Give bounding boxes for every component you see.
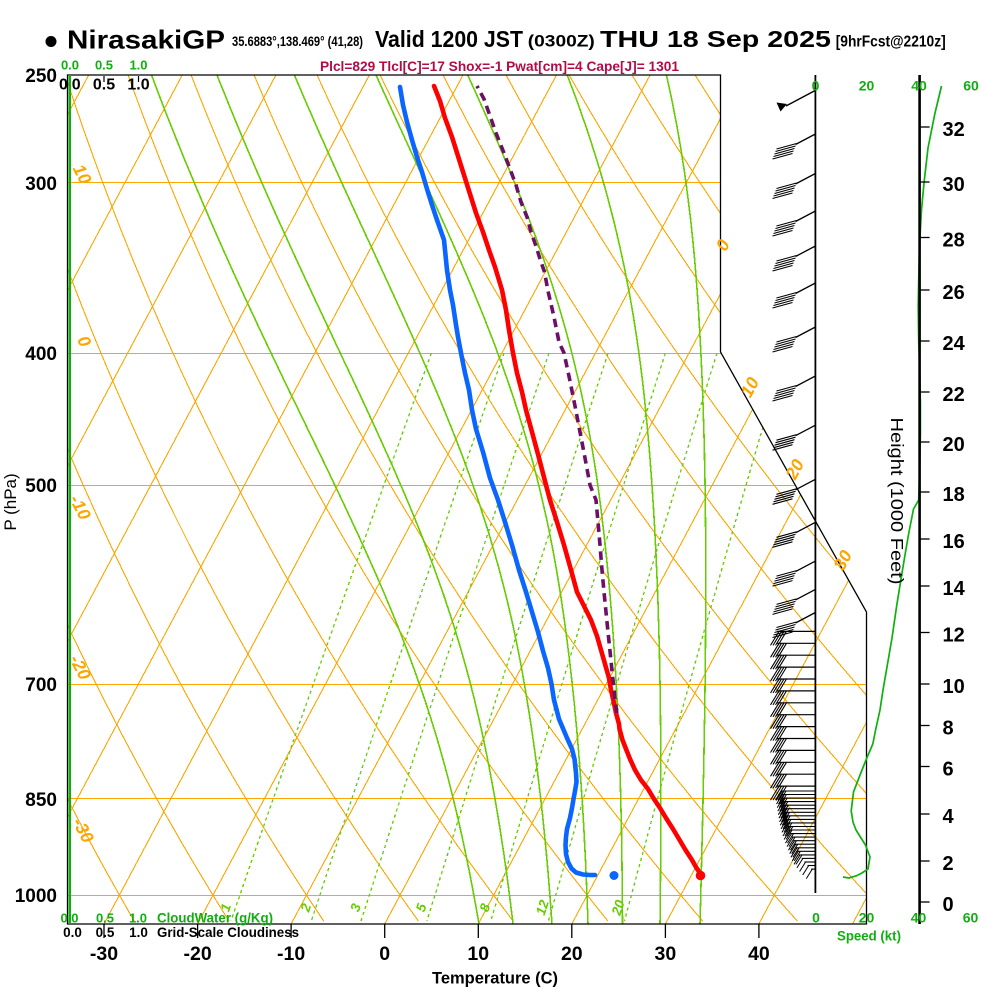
svg-text:60: 60	[963, 910, 979, 926]
svg-text:28: 28	[943, 230, 965, 252]
svg-text:400: 400	[25, 344, 57, 365]
svg-text:0.0: 0.0	[63, 925, 82, 940]
svg-text:24: 24	[943, 333, 966, 355]
svg-text:1.0: 1.0	[129, 58, 147, 73]
svg-text:20: 20	[943, 434, 965, 456]
svg-text:CloudWater (g/Kg): CloudWater (g/Kg)	[157, 911, 273, 926]
svg-text:(0300Z): (0300Z)	[528, 33, 595, 51]
svg-text:0.5: 0.5	[96, 911, 114, 926]
svg-text:4: 4	[943, 806, 955, 828]
svg-text:0.0: 0.0	[61, 58, 79, 73]
svg-text:Height (1000 Feet): Height (1000 Feet)	[887, 418, 907, 585]
svg-text:0: 0	[72, 77, 81, 94]
svg-text:20: 20	[859, 910, 875, 926]
svg-text:0: 0	[59, 77, 68, 94]
svg-text:60: 60	[963, 78, 979, 94]
svg-text:P (hPa): P (hPa)	[1, 473, 20, 530]
svg-text:0.5: 0.5	[96, 925, 115, 940]
svg-text:8: 8	[943, 718, 954, 740]
svg-text:0: 0	[812, 910, 820, 926]
svg-text:0: 0	[379, 943, 390, 965]
svg-text:18: 18	[943, 484, 965, 506]
svg-text:250: 250	[25, 66, 57, 87]
svg-text:1.0: 1.0	[129, 925, 148, 940]
svg-text:-30: -30	[90, 943, 118, 965]
svg-text:0.0: 0.0	[60, 911, 78, 926]
svg-text:Temperature (C): Temperature (C)	[432, 970, 558, 988]
svg-text:2: 2	[943, 853, 954, 875]
svg-text:THU 18 Sep 2025: THU 18 Sep 2025	[600, 26, 831, 52]
svg-text:40: 40	[911, 78, 927, 94]
svg-text:1.0: 1.0	[127, 77, 149, 94]
svg-text:Plcl=829 Tlcl[C]=17 Shox=-1 Pw: Plcl=829 Tlcl[C]=17 Shox=-1 Pwat[cm]=4 C…	[320, 58, 679, 74]
svg-text:300: 300	[25, 174, 57, 195]
svg-text:22: 22	[943, 384, 965, 406]
svg-text:Speed (kt): Speed (kt)	[837, 928, 901, 944]
svg-text:700: 700	[25, 675, 57, 696]
svg-text:Grid-Scale Cloudiness: Grid-Scale Cloudiness	[157, 925, 299, 940]
svg-text:35.6883°,138.469° (41,28): 35.6883°,138.469° (41,28)	[232, 33, 363, 49]
svg-text:500: 500	[25, 476, 57, 497]
svg-text:14: 14	[943, 578, 966, 600]
svg-text:-10: -10	[277, 943, 305, 965]
svg-text:10: 10	[467, 943, 489, 965]
svg-text:1000: 1000	[15, 886, 57, 907]
svg-text:0: 0	[943, 894, 954, 916]
svg-text:40: 40	[911, 910, 927, 926]
svg-text:20: 20	[859, 78, 875, 94]
svg-text:16: 16	[943, 531, 965, 553]
svg-text:0.5: 0.5	[93, 77, 115, 94]
svg-text:1.0: 1.0	[129, 911, 147, 926]
svg-text:30: 30	[943, 174, 965, 196]
svg-text:NirasakiGP: NirasakiGP	[67, 25, 225, 55]
svg-text:0: 0	[812, 78, 820, 94]
svg-text:850: 850	[25, 790, 57, 811]
svg-text:32: 32	[943, 119, 965, 141]
svg-text:20: 20	[561, 943, 583, 965]
svg-text:6: 6	[943, 759, 954, 781]
svg-text:30: 30	[655, 943, 677, 965]
svg-text:12: 12	[943, 625, 965, 647]
svg-text:40: 40	[748, 943, 770, 965]
svg-text:0.5: 0.5	[95, 58, 113, 73]
svg-text:Valid 1200 JST: Valid 1200 JST	[375, 26, 524, 52]
svg-text:-20: -20	[183, 943, 211, 965]
svg-text:26: 26	[943, 282, 965, 304]
svg-text:10: 10	[943, 676, 965, 698]
svg-text:[9hrFcst@2210z]: [9hrFcst@2210z]	[836, 34, 946, 51]
